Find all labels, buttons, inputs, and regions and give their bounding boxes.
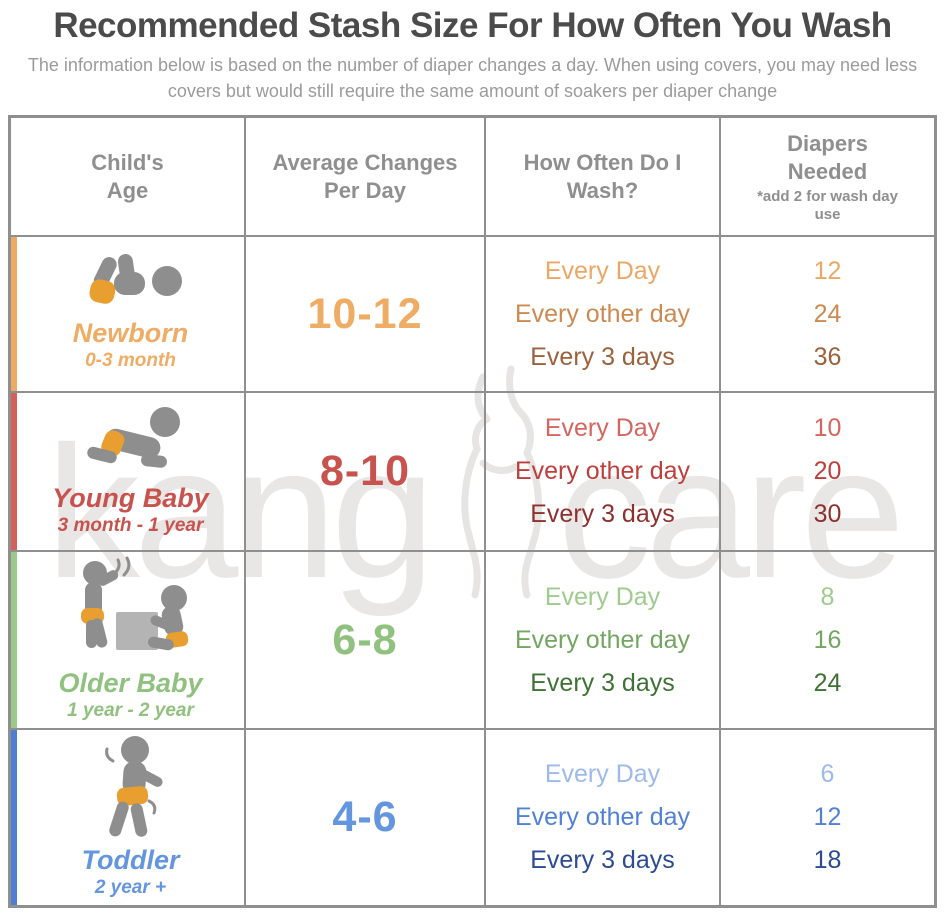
diaper-count: 18	[813, 846, 842, 874]
child-name: Newborn	[72, 318, 189, 348]
diaper-count: 6	[820, 760, 835, 788]
changes-cell: 6-8	[244, 552, 484, 728]
diapers-needed-cell: 8 16 24	[719, 552, 934, 728]
changes-value: 6-8	[332, 615, 398, 664]
header-average-changes: Average Changes Per Day	[244, 118, 484, 235]
header-how-often-wash: How Often Do I Wash?	[484, 118, 719, 235]
row-color-bar	[11, 730, 17, 905]
diapers-needed-cell: 12 24 36	[719, 237, 934, 391]
header-diapers-needed: Diapers Needed *add 2 for wash day use	[719, 118, 934, 235]
row-color-bar	[11, 552, 17, 728]
table-header-row: Child's Age Average Changes Per Day How …	[11, 118, 934, 235]
child-name: Toddler	[81, 844, 180, 875]
age-cell: Young Baby 3 month - 1 year	[11, 393, 244, 550]
playing-babies-icon	[64, 556, 198, 662]
wash-option: Every 3 days	[530, 500, 675, 528]
child-age-range: 2 year +	[94, 876, 167, 898]
age-cell: Newborn 0-3 month	[11, 237, 244, 391]
row-color-bar	[11, 237, 17, 391]
wash-option: Every 3 days	[530, 846, 675, 874]
diaper-count: 20	[813, 457, 842, 485]
changes-value: 10-12	[307, 289, 423, 338]
newborn-lying-baby-icon	[72, 254, 190, 312]
table-row-young-baby: Young Baby 3 month - 1 year 8-10 Every D…	[11, 391, 934, 550]
age-cell: Toddler 2 year +	[11, 730, 244, 905]
diaper-count: 24	[813, 668, 842, 697]
changes-cell: 10-12	[244, 237, 484, 391]
wash-option: Every other day	[514, 803, 691, 831]
diapers-needed-cell: 6 12 18	[719, 730, 934, 905]
wash-option: Every 3 days	[530, 342, 675, 371]
child-name: Older Baby	[58, 668, 203, 698]
changes-cell: 4-6	[244, 730, 484, 905]
diaper-count: 8	[820, 582, 835, 611]
diapers-needed-cell: 10 20 30	[719, 393, 934, 550]
diaper-count: 12	[813, 256, 842, 285]
wash-option: Every Day	[544, 760, 661, 788]
diaper-count: 12	[813, 803, 842, 831]
diaper-count: 10	[813, 414, 842, 442]
wash-frequency-cell: Every Day Every other day Every 3 days	[484, 393, 719, 550]
child-age-range: 1 year - 2 year	[67, 700, 194, 721]
wash-option: Every Day	[544, 256, 661, 285]
wash-option: Every other day	[514, 625, 691, 654]
header-diapers-needed-note: *add 2 for wash day use	[757, 187, 898, 223]
wash-option: Every Day	[544, 582, 661, 611]
table-row-toddler: Toddler 2 year + 4-6 Every Day Every oth…	[11, 728, 934, 905]
wash-frequency-cell: Every Day Every other day Every 3 days	[484, 730, 719, 905]
diaper-count: 36	[813, 342, 842, 371]
diaper-count: 16	[813, 625, 842, 654]
row-color-bar	[11, 393, 17, 550]
child-age-range: 0-3 month	[85, 350, 176, 371]
page-subtitle: The information below is based on the nu…	[27, 55, 918, 101]
page-title: Recommended Stash Size For How Often You…	[53, 6, 892, 45]
child-age-range: 3 month - 1 year	[57, 514, 204, 536]
diaper-count: 24	[813, 299, 842, 328]
walking-toddler-icon	[87, 735, 175, 839]
header-childs-age: Child's Age	[91, 149, 164, 203]
age-cell: Older Baby 1 year - 2 year	[11, 552, 244, 728]
stash-size-table: Child's Age Average Changes Per Day How …	[8, 115, 937, 908]
changes-cell: 8-10	[244, 393, 484, 550]
wash-frequency-cell: Every Day Every other day Every 3 days	[484, 237, 719, 391]
wash-option: Every 3 days	[530, 668, 675, 697]
child-name: Young Baby	[52, 482, 209, 513]
wash-option: Every other day	[514, 457, 691, 485]
wash-option: Every other day	[514, 299, 691, 328]
crawling-baby-icon	[79, 405, 183, 477]
wash-option: Every Day	[544, 414, 661, 442]
table-row-newborn: Newborn 0-3 month 10-12 Every Day Every …	[11, 235, 934, 391]
table-row-older-baby: Older Baby 1 year - 2 year 6-8 Every Day…	[11, 550, 934, 728]
header-diapers-needed-label: Diapers Needed	[787, 130, 868, 184]
diaper-count: 30	[813, 500, 842, 528]
wash-frequency-cell: Every Day Every other day Every 3 days	[484, 552, 719, 728]
changes-value: 8-10	[319, 447, 411, 495]
changes-value: 4-6	[332, 793, 398, 841]
